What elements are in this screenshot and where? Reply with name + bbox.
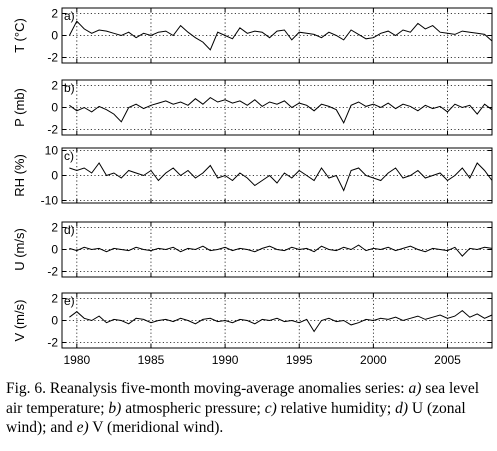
y-axis-label: P (mb)	[12, 88, 27, 127]
y-tick-label: 10	[45, 144, 59, 158]
y-axis-label: V (m/s)	[12, 300, 27, 342]
y-tick-label: -2	[47, 51, 58, 65]
caption-b-text: atmospheric pressure;	[121, 399, 265, 417]
panel-2: -2 0 2 P (mb) b)	[12, 79, 493, 137]
x-tick-label: 2005	[434, 353, 461, 367]
panel-4: -2 0 2 U (m/s) d)	[12, 221, 493, 279]
y-tick-label: -10	[41, 194, 59, 208]
panel-label: b)	[64, 81, 75, 95]
caption-d-label: d)	[395, 399, 409, 417]
x-tick-label: 1980	[63, 353, 90, 367]
y-tick-label: -2	[47, 123, 58, 137]
plot-frame	[61, 79, 493, 136]
plot-frame	[61, 292, 493, 349]
x-tick-label: 2000	[360, 353, 387, 367]
panel-label: a)	[64, 9, 75, 23]
panel-1: -2 0 2 T (°C) a)	[12, 7, 493, 65]
plot-frame	[61, 147, 493, 204]
x-tick-label: 1995	[286, 353, 313, 367]
y-axis-label: T (°C)	[12, 18, 27, 53]
plot-frame	[61, 7, 493, 64]
caption-c-label: c)	[264, 399, 277, 417]
panel-label: d)	[64, 223, 75, 237]
y-tick-label: 0	[51, 29, 58, 43]
caption-b-label: b)	[108, 399, 122, 417]
caption-a-label: a)	[408, 380, 422, 397]
y-axis-label: RH (%)	[12, 154, 27, 197]
y-tick-label: 2	[51, 79, 58, 93]
anomaly-series-line	[68, 20, 493, 51]
anomaly-series-figure: -2 0 2 T (°C) a) -2 0 2 P (mb) b) -10 0 10 RH (%) c) -2…	[12, 7, 493, 367]
y-tick-label: 0	[51, 243, 58, 257]
y-tick-label: 0	[51, 169, 58, 183]
x-tick-label: 1990	[212, 353, 239, 367]
y-tick-label: -2	[47, 336, 58, 350]
anomaly-series-line	[69, 244, 493, 257]
y-tick-label: 2	[51, 221, 58, 235]
anomaly-series-line	[69, 162, 493, 192]
caption-a-text: sea level air temperature;	[6, 380, 480, 417]
y-axis-label: U (m/s)	[12, 228, 27, 271]
caption-e-text: V (meridional wind).	[88, 419, 224, 436]
y-tick-label: 2	[51, 292, 58, 306]
panel-3: -10 0 10 RH (%) c)	[12, 144, 493, 208]
panel-5: -2 0 2 V (m/s) e)	[12, 292, 493, 350]
anomaly-series-line	[69, 309, 493, 333]
anomaly-series-line	[69, 96, 493, 125]
y-tick-label: 2	[51, 7, 58, 21]
caption-text: Fig. 6. Reanalysis five-month moving-ave…	[6, 380, 409, 397]
x-tick-label: 1985	[138, 353, 165, 367]
figure-caption: Fig. 6. Reanalysis five-month moving-ave…	[6, 379, 494, 438]
caption-c-text: relative humidity;	[276, 399, 396, 417]
panel-label: c)	[64, 149, 74, 163]
caption-e-label: e)	[76, 419, 89, 436]
y-tick-label: 0	[51, 101, 58, 115]
caption-d-text: U (zonal wind); and	[6, 399, 466, 437]
panel-label: e)	[64, 294, 75, 308]
y-tick-label: -2	[47, 265, 58, 279]
y-tick-label: 0	[51, 314, 58, 328]
